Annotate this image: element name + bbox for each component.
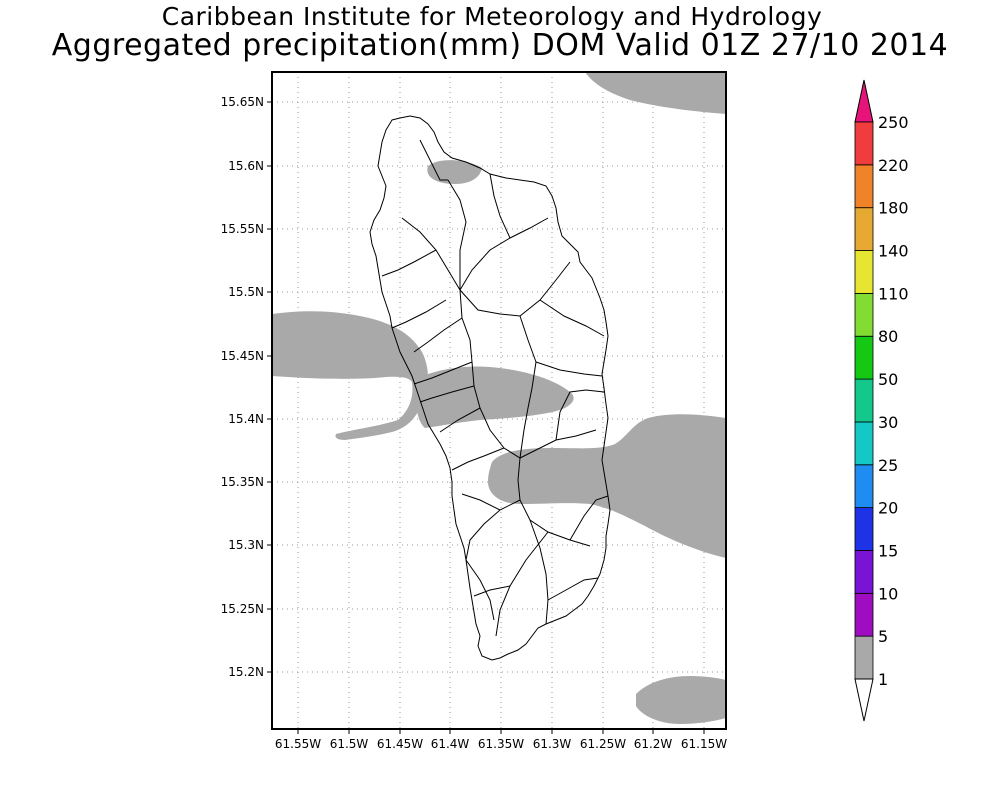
y-tick-label: 15.35N [221,475,264,489]
y-tick-label: 15.25N [221,602,264,616]
watershed-line [391,299,447,329]
watershed-line [489,173,511,239]
colorbar-segment [854,207,874,251]
colorbar-label: 1 [878,670,888,689]
watershed-line [413,317,463,353]
watershed-line [451,447,505,471]
watershed-line [465,559,495,621]
watershed-line [413,361,473,385]
watershed-line [459,217,549,291]
island-coastline [369,115,611,661]
x-tick-label: 61.55W [275,737,321,751]
colorbar-segment [854,292,874,337]
colorbar-segment [854,464,874,509]
precip-area-central [416,366,574,428]
title-line-2: Aggregated precipitation(mm) DOM Valid 0… [51,28,949,63]
x-tick-label: 61.2W [634,737,673,751]
watershed-line [569,495,609,541]
y-tick-label: 15.5N [228,285,264,299]
colorbar-segment [854,335,874,380]
watershed-line [381,249,437,277]
colorbar-label: 15 [878,541,898,560]
colorbar-label: 180 [878,199,909,218]
y-tick-label: 15.55N [221,222,264,236]
y-tick-label: 15.2N [228,665,264,679]
map-plot: 61.55W 61.5W 61.45W 61.4W 61.35W 61.3W 61.25W 6… [221,71,727,751]
colorbar-segment [854,592,874,637]
x-tick-label: 61.5W [330,737,369,751]
y-tick-label: 15.6N [228,159,264,173]
precip-area-northeast [585,72,726,114]
precip-area-south [636,676,726,724]
watershed-line [547,577,599,601]
watershed-line [555,389,605,441]
colorbar-label: 110 [878,284,909,303]
watershed-line [539,299,605,337]
watershed-line [529,519,549,625]
watershed-line [419,385,475,403]
watershed-line [447,179,467,290]
grid-lines [272,72,726,729]
dominica-island [369,115,611,661]
colorbar-label: 25 [878,456,898,475]
y-tick-label: 15.4N [228,412,264,426]
colorbar-label: 5 [878,627,888,646]
colorbar-label: 50 [878,370,898,389]
precip-area-southeast-band [488,414,726,558]
watershed-line [519,315,537,459]
precipitation-areas [272,72,726,724]
colorbar-segment [854,378,874,423]
x-tick-label: 61.3W [533,737,572,751]
colorbar-segment [854,421,874,466]
colorbar-segment [854,507,874,551]
x-axis-ticks: 61.55W 61.5W 61.45W 61.4W 61.35W 61.3W 61.25W 6… [275,729,727,751]
colorbar-segment [854,550,874,594]
plot-frame [271,71,727,730]
x-tick-label: 61.35W [478,737,524,751]
x-tick-label: 61.15W [681,737,727,751]
watershed-line [461,493,501,511]
colorbar-segment [854,164,874,209]
y-tick-label: 15.45N [221,349,264,363]
precip-area-west [272,311,428,440]
colorbar-bottom-arrow [854,678,874,722]
colorbar-label: 250 [878,113,909,132]
x-tick-label: 61.45W [377,737,423,751]
colorbar-label: 30 [878,413,898,432]
title-line-1: Caribbean Institute for Meteorology and … [161,2,823,31]
colorbar-segment [854,250,874,294]
y-tick-label: 15.3N [228,538,264,552]
y-axis-ticks: 15.65N 15.6N 15.55N 15.5N 15.45N 15.4N 15.35N 1… [221,95,272,679]
colorbar-label: 220 [878,156,909,175]
colorbar-segment [854,635,874,680]
watershed-line [535,361,603,377]
colorbar-label: 80 [878,327,898,346]
colorbar-segment [854,121,874,166]
x-tick-label: 61.4W [431,737,470,751]
colorbar-label: 140 [878,242,909,261]
watershed-line [439,407,481,433]
colorbar-label: 20 [878,499,898,518]
colorbar-top-arrow [854,79,874,123]
x-tick-label: 61.25W [580,737,626,751]
watershed-line [473,585,511,597]
watershed-line [419,139,448,181]
watershed-line [465,499,521,561]
colorbar-label: 10 [878,584,898,603]
y-tick-label: 15.65N [221,95,264,109]
precip-area-north-tip [427,160,482,184]
